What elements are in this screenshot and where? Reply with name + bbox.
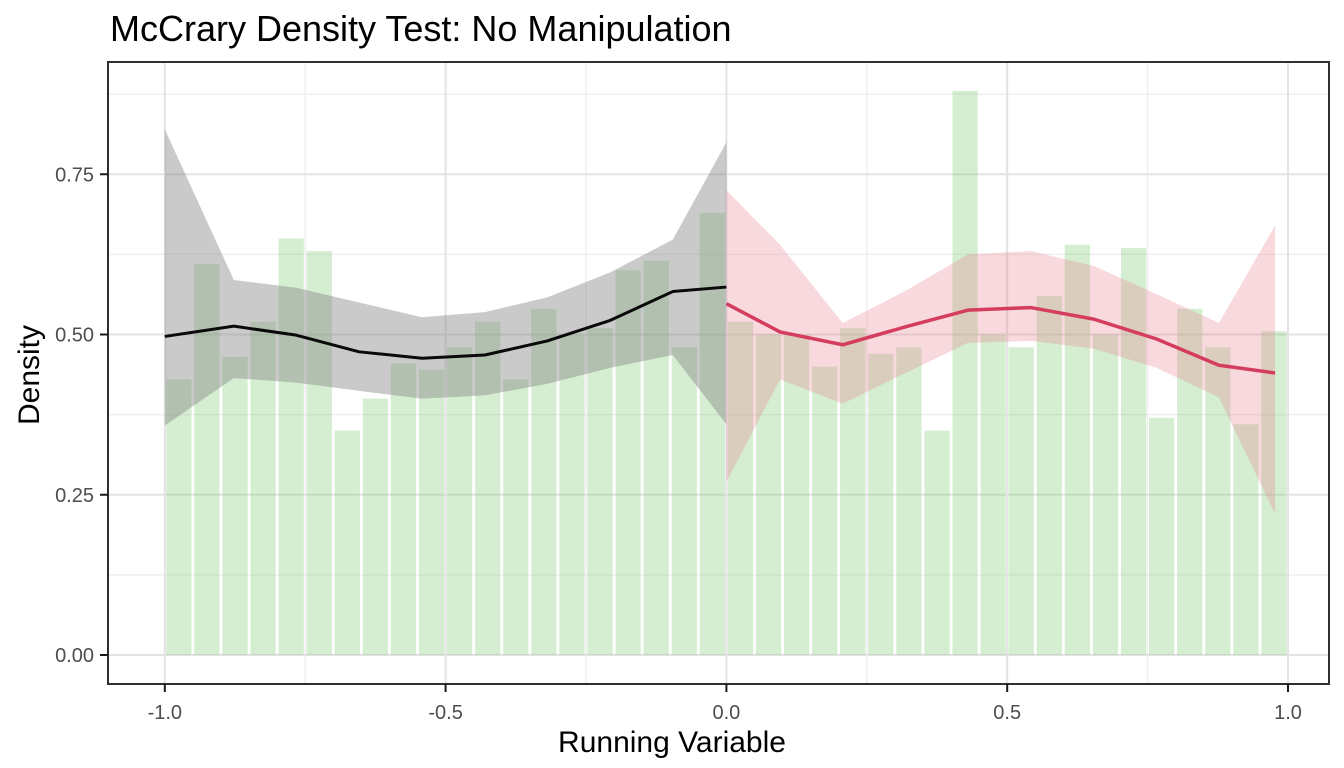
confidence-band-left	[164, 129, 727, 426]
x-tick-label: -0.5	[428, 702, 462, 724]
histogram-bar	[1233, 424, 1259, 655]
histogram-bar	[671, 347, 697, 655]
histogram-bar	[840, 328, 866, 655]
y-tick-label: 0.50	[55, 325, 94, 347]
x-tick-label: 1.0	[1274, 702, 1302, 724]
histogram-bar	[475, 321, 501, 655]
x-tick-label: 0.5	[993, 702, 1021, 724]
histogram-bar	[615, 270, 641, 655]
x-axis-title: Running Variable	[558, 726, 786, 759]
histogram-bar	[390, 363, 417, 655]
histogram-bar	[1149, 417, 1175, 655]
histogram-bar	[868, 353, 894, 655]
y-tick-label: 0.75	[55, 164, 94, 186]
histogram-bar	[1036, 296, 1062, 655]
histogram-bar	[531, 308, 557, 655]
histogram-bar	[1205, 347, 1231, 655]
histogram-bar	[980, 334, 1006, 655]
histogram-bar	[783, 334, 810, 655]
histogram-bar	[447, 347, 473, 655]
histogram-bar	[1120, 247, 1147, 655]
fit-line-right	[725, 302, 1276, 375]
y-axis-title: Density	[13, 324, 46, 426]
histogram-bar	[924, 430, 950, 655]
fit-line-left	[164, 285, 727, 360]
histogram-bar	[727, 321, 754, 655]
confidence-band-right	[726, 190, 1276, 514]
x-tick-label: 0.0	[712, 702, 740, 724]
histogram-bar	[1092, 334, 1119, 655]
histogram-bar	[306, 251, 332, 656]
x-tick-label: -1.0	[148, 702, 182, 724]
histogram-bar	[418, 369, 445, 655]
histogram-bar	[1177, 308, 1203, 655]
histogram-bar	[503, 379, 529, 655]
panel-border	[107, 61, 1330, 685]
chart-title: McCrary Density Test: No Manipulation	[110, 8, 732, 49]
histogram-bar	[334, 430, 360, 655]
histogram-bar	[559, 334, 585, 655]
y-tick-label: 0.00	[55, 645, 94, 667]
histogram-bar	[222, 356, 248, 655]
histogram-bar	[166, 379, 192, 655]
histogram-bar	[755, 334, 782, 655]
histogram-bar	[250, 321, 276, 655]
histogram-bar	[362, 398, 389, 655]
histogram-bar	[643, 260, 669, 655]
histogram-bar	[812, 366, 838, 655]
histogram-bar	[1008, 347, 1034, 655]
histogram-bar	[896, 347, 922, 655]
histogram-bar	[278, 238, 304, 655]
histogram-bar	[952, 90, 978, 656]
histogram-bar	[587, 328, 613, 655]
histogram-bar	[1261, 331, 1287, 655]
y-tick-label: 0.25	[55, 485, 94, 507]
